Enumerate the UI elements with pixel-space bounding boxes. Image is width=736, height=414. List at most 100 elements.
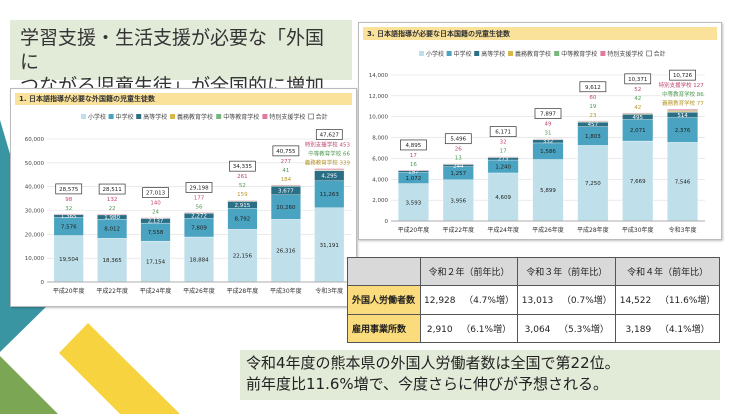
bar-value-label: 3,677 — [278, 188, 294, 194]
total-box — [489, 126, 517, 137]
bar-value-label: 11,263 — [320, 192, 340, 198]
total-label: 47,627 — [320, 133, 340, 139]
legend-label: 義務教育学校 — [515, 50, 551, 58]
bar-segment-特別支援学校 — [667, 108, 698, 111]
legend-swatch — [308, 113, 314, 120]
chart-foreign-nationality: 1. 日本語指導が必要な外国籍の児童生徒数 小学校 中学校 高等学校 義務教育学校 中等教… — [10, 88, 357, 307]
bar-segment-特別支援学校 — [97, 213, 128, 215]
legend-swatch — [419, 51, 424, 56]
bar-segment-特別支援学校 — [487, 156, 519, 158]
table-header: 令和４年（前年比） — [615, 256, 720, 287]
y-tick-label: 10,000 — [25, 256, 45, 262]
table-cell: 14,522 （11.6%増） — [615, 285, 720, 315]
table-cell: 3,064 （5.3%増） — [517, 313, 617, 344]
bar-value-label: 1,072 — [406, 176, 422, 182]
total-label: 7,897 — [540, 112, 556, 118]
legend-swatch — [474, 51, 480, 56]
x-tick-label: 平成28年度 — [227, 287, 259, 295]
legend-swatch — [170, 114, 175, 119]
bar-value-label: 514 — [677, 113, 688, 119]
small-value-label: 26 — [455, 147, 462, 153]
bar-segment-中学校 — [667, 117, 698, 143]
x-tick-label: 平成26年度 — [532, 226, 564, 234]
total-box — [534, 108, 562, 119]
green-shape — [0, 356, 58, 414]
total-box — [272, 145, 300, 157]
small-value-label: 52 — [239, 183, 246, 189]
bar-value-label: 18,884 — [189, 257, 209, 263]
small-value-label: 特別支援学校 453 — [305, 141, 351, 149]
bar-segment-特別支援学校 — [442, 163, 474, 165]
bar-segment-小学校 — [622, 140, 654, 222]
chart-title-bar — [15, 93, 352, 105]
legend-swatch — [646, 50, 652, 57]
legend-label: 義務教育学校 — [177, 113, 213, 121]
total-label: 5,496 — [450, 137, 466, 143]
small-value-label: 16 — [410, 162, 417, 168]
bar-value-label: 26,316 — [276, 249, 296, 255]
small-value-label: 41 — [282, 168, 289, 174]
bar-value-label: 1,803 — [585, 134, 601, 140]
y-tick-label: 2,000 — [372, 198, 388, 204]
table-cell: 12,928 （4.7%増） — [419, 285, 519, 315]
total-box — [98, 183, 126, 195]
bar-segment-小学校 — [577, 145, 609, 222]
table-header-row: 令和２年（前年比） 令和３年（前年比） 令和４年（前年比） — [347, 256, 720, 287]
table-row: 雇用事業所数 2,910 （6.1%増） 3,064 （5.3%増） 3,189… — [347, 313, 720, 344]
bar-value-label: 1,257 — [450, 171, 466, 177]
bar-value-label: 457 — [588, 122, 599, 128]
total-box — [579, 81, 607, 93]
bar-value-label: 2,071 — [630, 128, 646, 134]
title-line-1: 学習支援・生活支援が必要な「外国に — [20, 27, 325, 73]
total-box — [669, 69, 696, 81]
bar-value-label: 3,956 — [450, 198, 466, 204]
bar-value-label: 4,295 — [321, 174, 337, 180]
table-cell: 13,013 （0.7%増） — [517, 285, 617, 315]
small-value-label: 17 — [410, 153, 417, 159]
small-value-label: 140 — [150, 201, 161, 207]
foreign-workers-table: 令和２年（前年比） 令和３年（前年比） 令和４年（前年比） 外国人労働者数 12… — [347, 256, 720, 344]
legend-swatch — [262, 114, 268, 119]
bar-value-label: 8,012 — [104, 227, 120, 233]
y-tick-label: 60,000 — [25, 137, 45, 143]
bar-value-label: 4,609 — [495, 195, 511, 201]
bar-segment-特別支援学校 — [532, 138, 564, 140]
legend-label: 高等学校 — [143, 113, 167, 121]
total-box — [55, 183, 83, 195]
bar-segment-小学校 — [667, 142, 698, 222]
x-tick-label: 平成30年度 — [622, 226, 654, 234]
x-tick-label: 平成26年度 — [183, 287, 215, 295]
table-header-corner — [347, 256, 421, 287]
y-tick-label: 40,000 — [25, 185, 45, 191]
chart-japanese-nationality: 3. 日本語指導が必要な日本国籍の児童生徒数 小学校 中学校 高等学校 義務教育学校 中等… — [358, 22, 722, 240]
bar-value-label: 244 — [453, 163, 464, 169]
bar-value-label: 2,137 — [148, 219, 164, 225]
small-value-label: 132 — [107, 197, 118, 203]
total-label: 40,755 — [276, 149, 296, 155]
bar-segment-特別支援学校 — [270, 184, 301, 186]
note-line-2: 前年度比11.6%増で、今度さらに伸びが予想される。 — [246, 375, 609, 393]
small-value-label: 42 — [634, 96, 641, 102]
legend-swatch — [81, 114, 86, 119]
y-tick-label: 4,000 — [372, 177, 388, 183]
table-header: 令和３年（前年比） — [517, 256, 617, 287]
bar-segment-中学校 — [270, 194, 301, 220]
bar-value-label: 18,365 — [103, 258, 123, 264]
small-value-label: 177 — [194, 195, 205, 201]
summary-note: 令和4年度の熊本県の外国人労働者数は全国で第22位。 前年度比11.6%増で、今… — [240, 350, 720, 400]
bar-value-label: 10,260 — [276, 205, 296, 211]
bar-segment-特別支援学校 — [622, 112, 654, 114]
y-tick-label: 20,000 — [25, 232, 45, 238]
small-value-label: 22 — [109, 206, 116, 212]
x-tick-label: 令和3年度 — [669, 226, 697, 234]
bar-segment-特別支援学校 — [398, 169, 429, 171]
bar-value-label: 2,272 — [191, 214, 207, 220]
slide-title: 学習支援・生活支援が必要な「外国に つながる児童生徒」が全国的に増加 — [10, 20, 352, 97]
legend-swatch — [446, 51, 452, 56]
y-tick-label: 30,000 — [25, 209, 45, 215]
bar-segment-小学校 — [53, 235, 84, 283]
bar-value-label: 3,593 — [406, 200, 422, 206]
bar-value-label: 31,191 — [320, 243, 339, 249]
